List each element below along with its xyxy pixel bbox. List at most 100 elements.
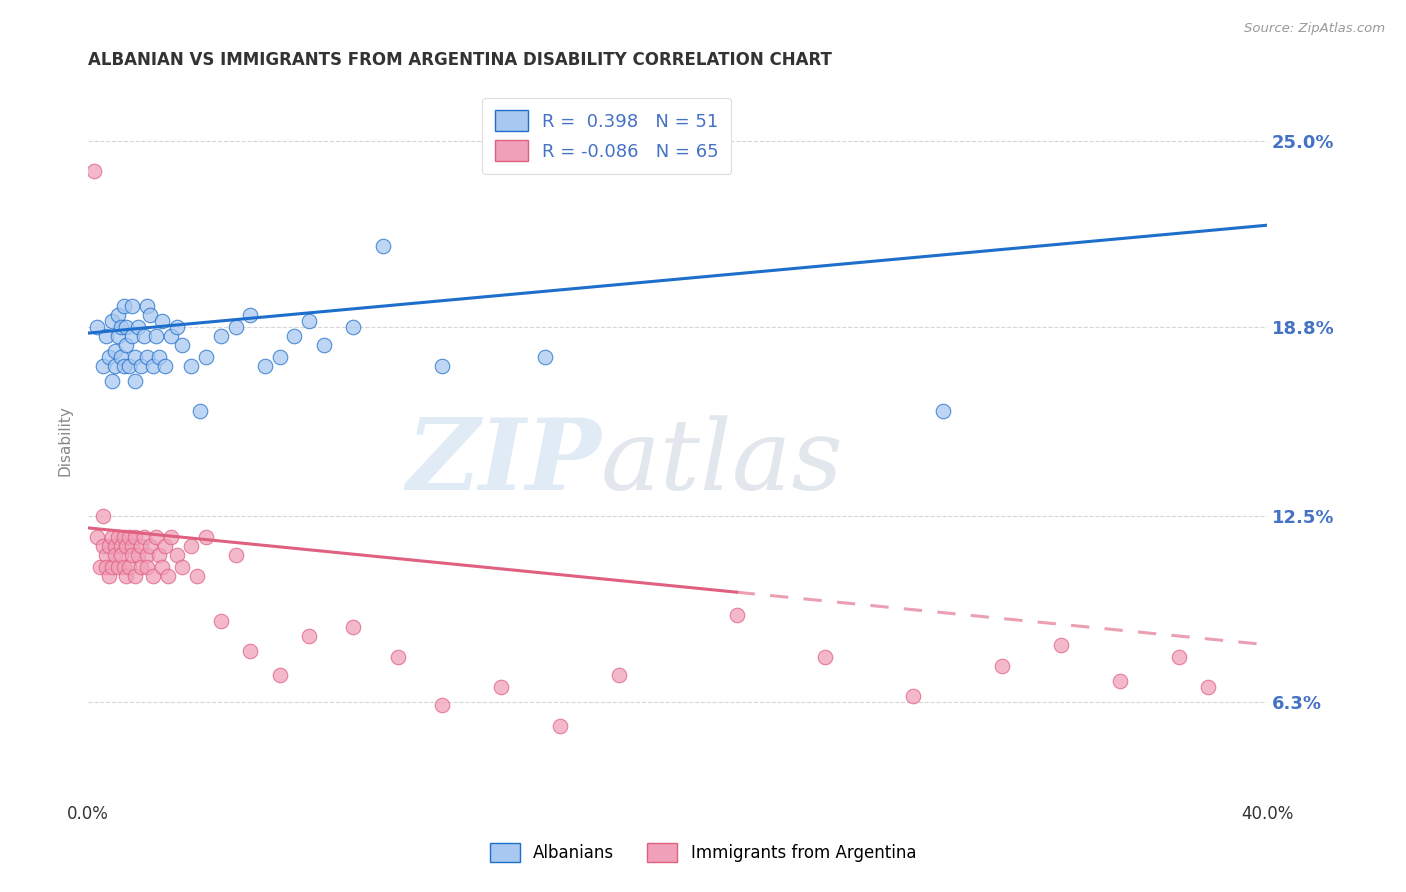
Point <box>139 539 162 553</box>
Point <box>124 530 146 544</box>
Point <box>387 649 409 664</box>
Point <box>153 359 176 373</box>
Point <box>156 569 179 583</box>
Point <box>239 308 262 322</box>
Point <box>127 320 149 334</box>
Point <box>607 667 630 681</box>
Point <box>104 548 127 562</box>
Point <box>312 338 335 352</box>
Point <box>100 559 122 574</box>
Point <box>100 530 122 544</box>
Y-axis label: Disability: Disability <box>58 406 72 476</box>
Point <box>534 350 557 364</box>
Point <box>97 539 120 553</box>
Point <box>186 569 208 583</box>
Point <box>1197 680 1219 694</box>
Text: ZIP: ZIP <box>406 414 600 511</box>
Point <box>166 548 188 562</box>
Point <box>129 359 152 373</box>
Point <box>342 620 364 634</box>
Point <box>153 539 176 553</box>
Point <box>489 680 512 694</box>
Point <box>124 350 146 364</box>
Point <box>104 344 127 359</box>
Point <box>1167 649 1189 664</box>
Point <box>115 539 138 553</box>
Point <box>100 374 122 388</box>
Point <box>159 329 181 343</box>
Point <box>209 329 232 343</box>
Point <box>269 667 291 681</box>
Point <box>112 359 135 373</box>
Text: atlas: atlas <box>600 415 844 510</box>
Point <box>188 404 211 418</box>
Point <box>107 559 129 574</box>
Point <box>134 530 156 544</box>
Point <box>136 548 159 562</box>
Point <box>139 308 162 322</box>
Point <box>91 508 114 523</box>
Point <box>225 548 247 562</box>
Point <box>136 350 159 364</box>
Point <box>1108 673 1130 688</box>
Point <box>110 539 132 553</box>
Point <box>134 329 156 343</box>
Legend: R =  0.398   N = 51, R = -0.086   N = 65: R = 0.398 N = 51, R = -0.086 N = 65 <box>482 97 731 174</box>
Point <box>136 299 159 313</box>
Point <box>121 539 143 553</box>
Point <box>94 329 117 343</box>
Point <box>83 164 105 178</box>
Point <box>239 644 262 658</box>
Point <box>112 530 135 544</box>
Point <box>129 539 152 553</box>
Point <box>94 548 117 562</box>
Point <box>110 548 132 562</box>
Point <box>430 698 453 712</box>
Point <box>430 359 453 373</box>
Point <box>145 530 167 544</box>
Point <box>121 329 143 343</box>
Point <box>124 569 146 583</box>
Point <box>148 350 170 364</box>
Legend: Albanians, Immigrants from Argentina: Albanians, Immigrants from Argentina <box>481 834 925 871</box>
Point <box>121 299 143 313</box>
Text: Source: ZipAtlas.com: Source: ZipAtlas.com <box>1244 22 1385 36</box>
Point <box>269 350 291 364</box>
Point <box>127 548 149 562</box>
Point <box>991 658 1014 673</box>
Point <box>124 374 146 388</box>
Point <box>142 359 165 373</box>
Point <box>180 359 202 373</box>
Point <box>107 329 129 343</box>
Point <box>283 329 305 343</box>
Point <box>97 569 120 583</box>
Point <box>112 299 135 313</box>
Point <box>136 559 159 574</box>
Point <box>342 320 364 334</box>
Point <box>209 614 232 628</box>
Point <box>814 649 837 664</box>
Text: ALBANIAN VS IMMIGRANTS FROM ARGENTINA DISABILITY CORRELATION CHART: ALBANIAN VS IMMIGRANTS FROM ARGENTINA DI… <box>89 51 832 69</box>
Point <box>150 314 173 328</box>
Point <box>371 239 394 253</box>
Point <box>94 559 117 574</box>
Point <box>97 350 120 364</box>
Point <box>118 530 141 544</box>
Point <box>104 539 127 553</box>
Point <box>142 569 165 583</box>
Point <box>121 548 143 562</box>
Point <box>115 569 138 583</box>
Point <box>115 338 138 352</box>
Point <box>118 559 141 574</box>
Point <box>150 559 173 574</box>
Point <box>100 314 122 328</box>
Point <box>104 359 127 373</box>
Point <box>548 719 571 733</box>
Point <box>148 548 170 562</box>
Point <box>253 359 276 373</box>
Point <box>112 559 135 574</box>
Point <box>172 338 194 352</box>
Point <box>118 359 141 373</box>
Point <box>86 320 108 334</box>
Point <box>1049 638 1071 652</box>
